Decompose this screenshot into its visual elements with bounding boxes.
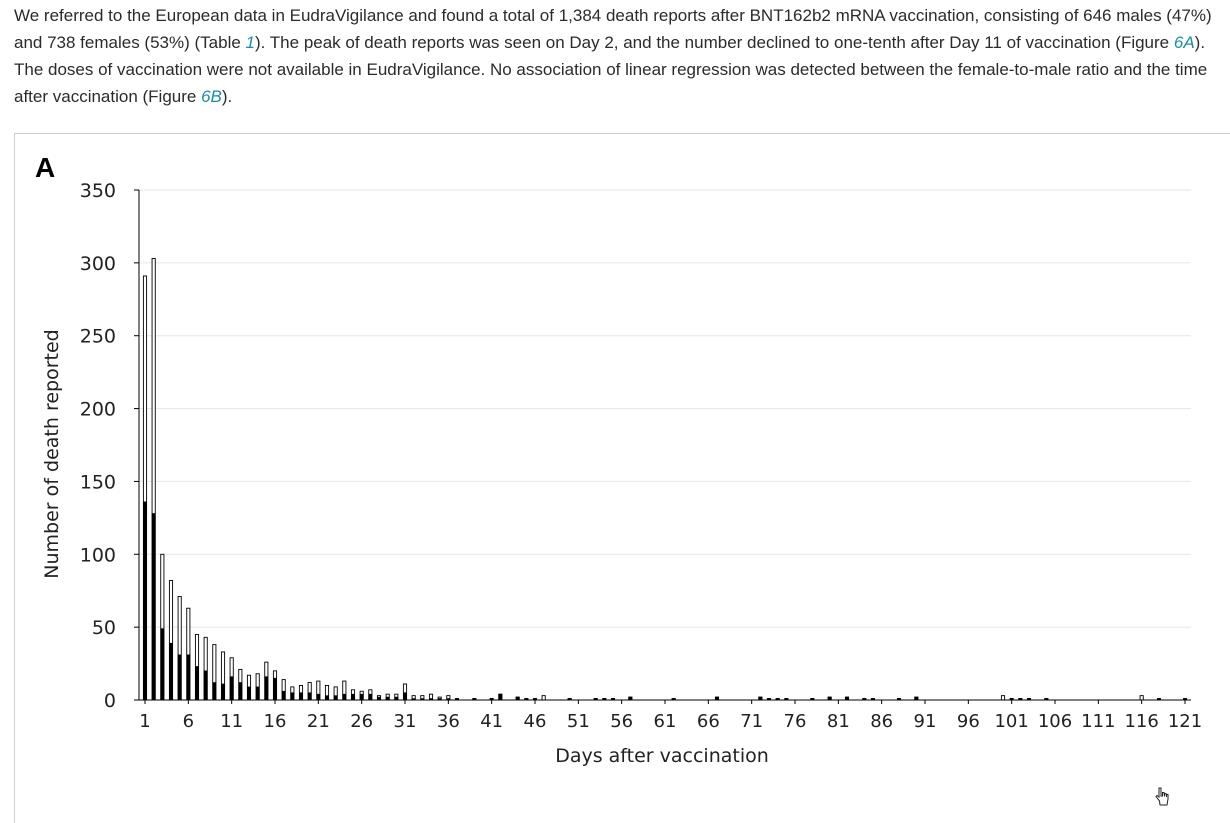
x-tick-label: 41 bbox=[480, 711, 503, 732]
x-tick-label: 21 bbox=[307, 711, 330, 732]
x-tick-label: 46 bbox=[524, 711, 547, 732]
x-tick-label: 61 bbox=[654, 711, 677, 732]
bar-male-day-19 bbox=[299, 692, 303, 701]
bar-male-day-2 bbox=[151, 513, 156, 701]
x-tick-label: 36 bbox=[437, 711, 460, 732]
bar-male-day-21 bbox=[316, 693, 321, 701]
paragraph-text-2: ). The peak of death reports was seen on… bbox=[255, 33, 1174, 52]
bar-male-day-42 bbox=[498, 693, 503, 701]
x-tick-label: 91 bbox=[914, 711, 937, 732]
x-tick-label: 71 bbox=[740, 711, 763, 732]
figure-6b-link[interactable]: 6B bbox=[201, 87, 222, 106]
bar-male-day-15 bbox=[264, 676, 269, 701]
bar-male-day-3 bbox=[160, 628, 165, 701]
bar-male-day-12 bbox=[238, 682, 243, 701]
bar-total-day-47 bbox=[541, 695, 546, 701]
x-tick-label: 96 bbox=[957, 711, 980, 732]
x-tick-label: 11 bbox=[220, 711, 243, 732]
bar-male-day-25 bbox=[351, 693, 355, 701]
y-tick-label: 0 bbox=[104, 690, 116, 712]
bar-male-day-16 bbox=[273, 677, 277, 701]
figure-6a-link[interactable]: 6A bbox=[1173, 33, 1195, 52]
bar-male-day-9 bbox=[212, 682, 217, 701]
y-tick-label: 50 bbox=[92, 617, 116, 639]
y-tick-label: 300 bbox=[80, 253, 116, 275]
y-tick-label: 200 bbox=[80, 399, 116, 421]
y-axis-title: Number of death reported bbox=[41, 329, 63, 578]
y-tick-label: 350 bbox=[80, 180, 116, 202]
x-axis-title: Days after vaccination bbox=[555, 745, 769, 767]
bar-male-day-24 bbox=[342, 693, 347, 701]
bar-male-day-4 bbox=[169, 642, 173, 701]
y-tick-label: 150 bbox=[80, 471, 116, 493]
paragraph-text-1: We referred to the European data in Eudr… bbox=[14, 6, 1212, 52]
bar-male-day-31 bbox=[403, 692, 407, 701]
x-tick-label: 26 bbox=[350, 711, 373, 732]
paragraph-text-4: ). bbox=[221, 87, 233, 106]
x-tick-label: 66 bbox=[697, 711, 720, 732]
bar-male-day-18 bbox=[290, 692, 295, 701]
hand-pointer-icon bbox=[1155, 787, 1169, 806]
bar-male-day-26 bbox=[359, 693, 364, 701]
panel-label: A bbox=[35, 152, 55, 183]
y-tick-label: 250 bbox=[80, 326, 116, 348]
x-tick-label: 106 bbox=[1038, 711, 1072, 732]
x-tick-label: 116 bbox=[1124, 711, 1158, 732]
x-tick-label: 56 bbox=[610, 711, 633, 732]
table-1-link[interactable]: 1 bbox=[245, 33, 255, 52]
bar-male-day-17 bbox=[281, 690, 286, 701]
bar-male-day-14 bbox=[255, 686, 260, 701]
x-tick-label: 81 bbox=[827, 711, 850, 732]
x-tick-label: 51 bbox=[567, 711, 590, 732]
bar-male-day-11 bbox=[229, 676, 234, 701]
bar-male-day-6 bbox=[186, 654, 191, 701]
bar-male-day-10 bbox=[221, 683, 225, 701]
x-tick-label: 101 bbox=[994, 711, 1028, 732]
y-tick-label: 100 bbox=[80, 544, 116, 566]
article-paragraph: We referred to the European data in Eudr… bbox=[14, 2, 1228, 110]
bar-total-day-116 bbox=[1139, 695, 1144, 701]
x-tick-label: 1 bbox=[139, 711, 150, 732]
x-tick-label: 121 bbox=[1168, 711, 1202, 732]
paragraph-text-3: ). The doses of vaccination were not ava… bbox=[14, 33, 1208, 106]
x-tick-label: 31 bbox=[394, 711, 417, 732]
bar-total-day-100 bbox=[1000, 695, 1006, 701]
bar-male-day-22 bbox=[325, 695, 329, 701]
bar-male-day-5 bbox=[177, 654, 182, 701]
bar-male-day-13 bbox=[247, 686, 251, 701]
bar-male-day-1 bbox=[143, 501, 147, 701]
x-tick-label: 6 bbox=[183, 711, 194, 732]
x-tick-label: 76 bbox=[784, 711, 807, 732]
bar-male-day-7 bbox=[195, 666, 199, 701]
figure-panel bbox=[14, 133, 1230, 823]
bar-male-day-23 bbox=[333, 695, 338, 701]
x-tick-label: 86 bbox=[870, 711, 893, 732]
bar-male-day-8 bbox=[203, 670, 208, 701]
bar-male-day-27 bbox=[368, 693, 373, 701]
x-tick-label: 16 bbox=[264, 711, 287, 732]
x-tick-label: 111 bbox=[1081, 711, 1115, 732]
bar-male-day-20 bbox=[307, 692, 312, 701]
